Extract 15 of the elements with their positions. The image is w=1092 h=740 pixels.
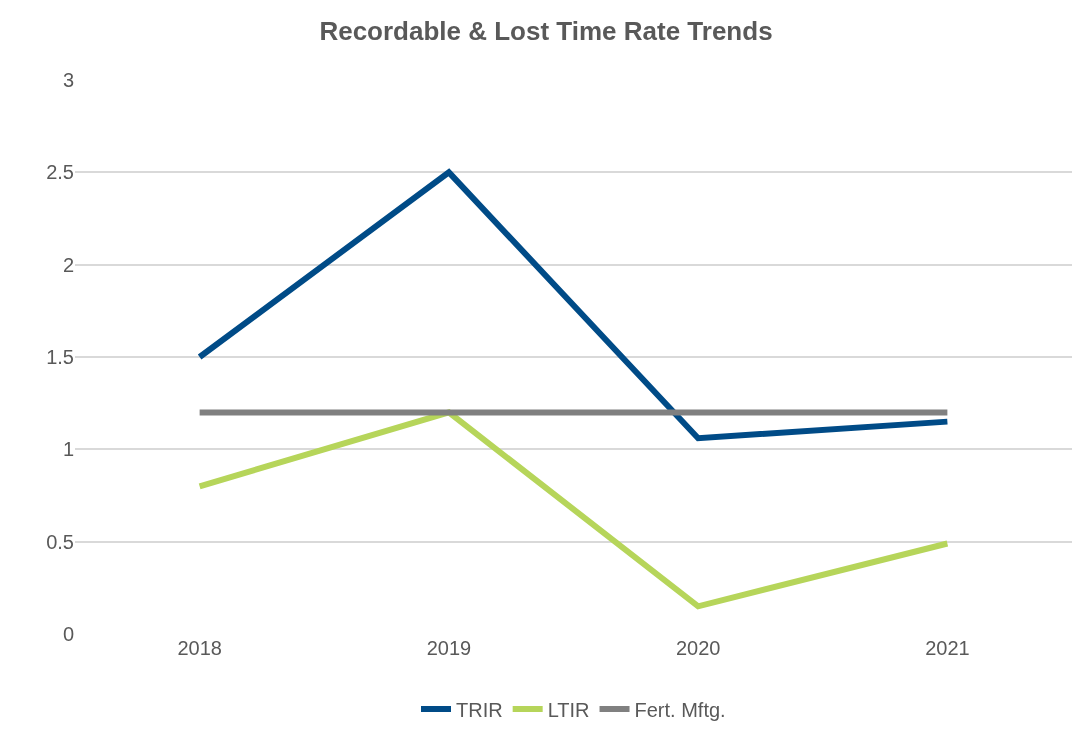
x-tick-label: 2018	[177, 637, 222, 659]
chart-title: Recordable & Lost Time Rate Trends	[319, 16, 773, 47]
legend-label: Fert. Mftg.	[634, 698, 726, 721]
legend-label: TRIR	[456, 698, 503, 721]
y-tick-label: 2.5	[46, 161, 74, 184]
x-tick-label: 2020	[675, 637, 721, 659]
y-tick-label: 0.5	[46, 530, 74, 553]
y-tick-label: 1	[62, 438, 74, 461]
y-tick-label: 3	[62, 69, 74, 91]
x-tick-label: 2021	[925, 637, 970, 659]
legend-label: LTIR	[547, 698, 590, 721]
y-tick-label: 0	[62, 623, 74, 645]
x-tick-label: 2019	[426, 637, 472, 659]
y-tick-label: 2	[62, 253, 74, 276]
y-tick-label: 1.5	[46, 346, 74, 368]
